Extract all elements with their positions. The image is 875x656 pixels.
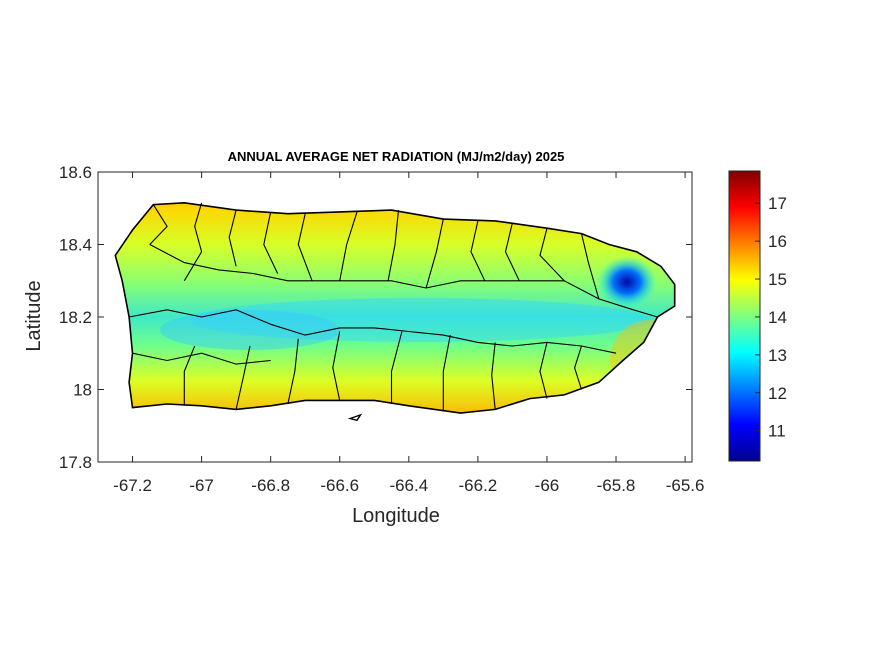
x-tick-label: -66.4 [389,476,428,495]
municipal-boundary [470,220,486,282]
municipal-boundary [539,342,548,399]
municipal-boundary [228,209,237,267]
colorbar-gradient [728,170,761,462]
municipal-boundary [287,338,299,405]
x-tick-label: -67 [189,476,214,495]
island-outline [114,201,676,414]
municipal-boundary [387,210,400,281]
y-tick-label: 18 [73,381,92,400]
x-tick-label: -66 [535,476,560,495]
municipal-boundary [270,323,617,354]
municipal-boundary [442,334,451,412]
municipal-boundary [297,213,313,281]
y-axis: 17.8 18 18.2 18.4 18.6 [59,163,692,472]
colorbar: 11 12 13 14 15 16 17 [728,170,787,462]
y-tick-label: 17.8 [59,453,92,472]
x-tick-label: -66.8 [251,476,290,495]
municipal-boundary [332,331,341,401]
colorbar-tick-label: 11 [768,422,786,441]
x-tick-label: -66.6 [320,476,359,495]
municipal-boundaries [128,202,658,412]
municipal-boundary [183,345,196,406]
municipal-boundary [390,331,403,404]
y-tick-label: 18.6 [59,163,92,182]
municipal-boundary [263,211,279,274]
y-tick-label: 18.4 [59,236,92,255]
colorbar-tick-label: 12 [768,384,787,403]
y-axis-label: Latitude [23,280,45,351]
municipal-boundary [183,202,203,282]
colorbar-tick-label: 17 [768,194,787,213]
x-tick-label: -65.8 [597,476,636,495]
colorbar-tick-label: 15 [768,270,787,289]
municipal-boundary [539,228,565,282]
y-tick-label: 18.2 [59,308,92,327]
municipal-boundary [491,342,496,410]
islet-outline [347,413,363,422]
colorbar-ticks: 11 12 13 14 15 16 17 [755,194,787,441]
municipal-boundary [149,204,168,245]
x-axis: -67.2 -67 -66.8 -66.6 -66.4 -66.2 -66 -65.8 -65.… [113,172,704,495]
municipal-boundary [580,233,600,300]
municipal-boundary [504,222,520,282]
municipal-boundary [132,352,271,365]
municipal-boundary [235,345,251,410]
x-axis-label: Longitude [352,505,440,527]
x-tick-label: -65.6 [666,476,705,495]
municipal-boundary [339,211,358,281]
colorbar-tick-label: 16 [768,232,787,251]
municipal-boundary [574,345,583,390]
municipal-boundary [128,309,271,325]
municipal-boundary [149,244,658,318]
colorbar-tick-label: 14 [768,308,787,327]
colorbar-tick-label: 13 [768,346,787,365]
x-tick-label: -66.2 [459,476,498,495]
map-axes: -67.2 -67 -66.8 -66.6 -66.4 -66.2 -66 -65.8 -65.… [59,163,705,495]
map-title: ANNUAL AVERAGE NET RADIATION (MJ/m2/day)… [228,149,565,164]
municipal-boundary [425,218,444,289]
x-tick-label: -67.2 [113,476,152,495]
